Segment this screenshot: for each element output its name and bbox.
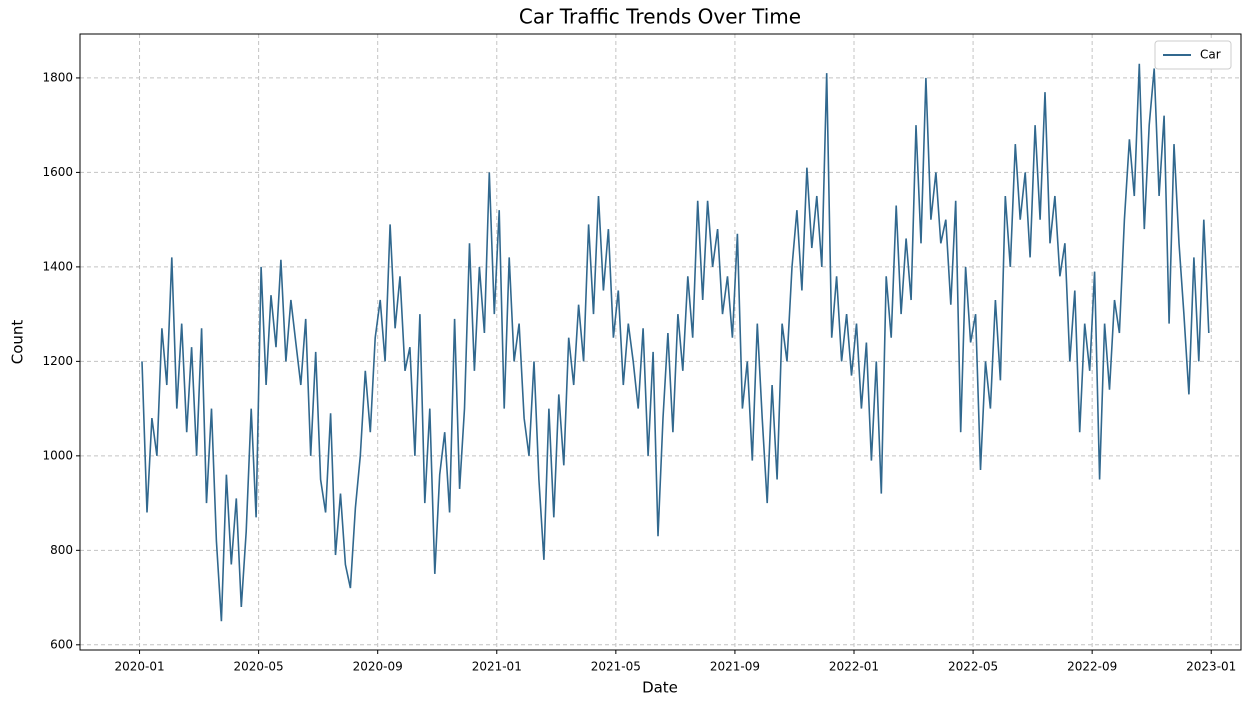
y-tick-label: 1000 (42, 448, 73, 462)
y-tick-label: 1200 (42, 354, 73, 368)
x-tick-label: 2023-01 (1186, 660, 1236, 674)
chart-title: Car Traffic Trends Over Time (519, 5, 801, 29)
x-tick-label: 2021-01 (472, 660, 522, 674)
y-tick-label: 800 (50, 543, 73, 557)
legend-label: Car (1200, 48, 1221, 62)
legend-box (1154, 40, 1232, 70)
x-tick-label: 2020-01 (114, 660, 164, 674)
y-tick-label: 1800 (42, 70, 73, 84)
plot-frame (79, 33, 1242, 651)
x-tick-label: 2020-09 (353, 660, 403, 674)
data-line (141, 63, 1210, 622)
x-tick-label: 2020-05 (234, 660, 284, 674)
x-tick-label: 2021-09 (710, 660, 760, 674)
x-tick-label: 2021-05 (591, 660, 641, 674)
x-tick-label: 2022-09 (1067, 660, 1117, 674)
y-tick-label: 1400 (42, 259, 73, 273)
y-tick-label: 600 (50, 637, 73, 651)
x-axis-label: Date (642, 679, 678, 697)
x-tick-label: 2022-01 (829, 660, 879, 674)
y-tick-label: 1600 (42, 165, 73, 179)
y-axis-label: Count (9, 320, 27, 365)
x-tick-label: 2022-05 (948, 660, 998, 674)
